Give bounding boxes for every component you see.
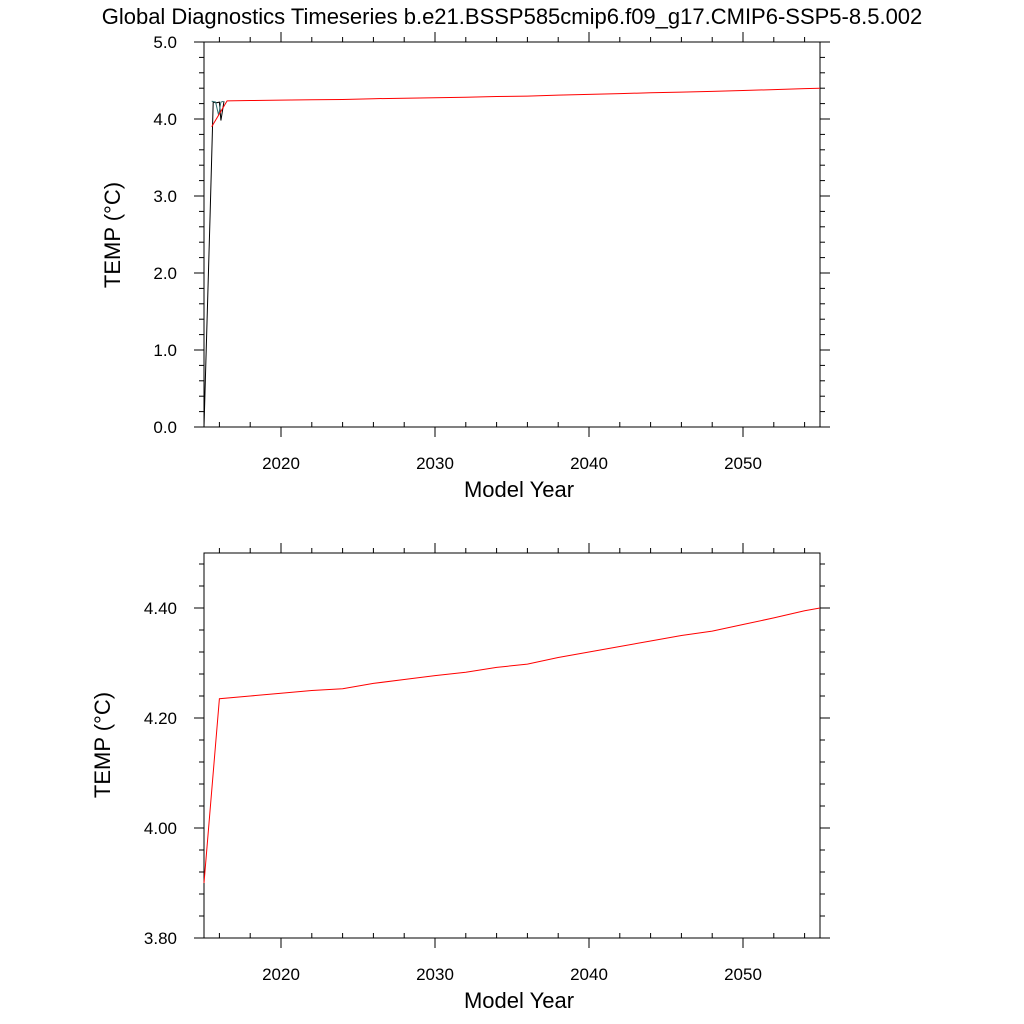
x-tick-label: 2050 (724, 965, 762, 984)
y-tick-label: 4.40 (144, 599, 177, 618)
x-axis-label: Model Year (464, 988, 574, 1013)
y-axis-label: TEMP (°C) (90, 692, 115, 798)
x-tick-label: 2050 (724, 454, 762, 473)
series-line (203, 607, 821, 884)
series-line (211, 87, 821, 127)
y-tick-label: 4.00 (144, 819, 177, 838)
y-tick-label: 1.0 (153, 341, 177, 360)
x-axis-label: Model Year (464, 477, 574, 502)
plot-frame (203, 41, 821, 428)
y-tick-label: 4.20 (144, 709, 177, 728)
y-tick-label: 2.0 (153, 264, 177, 283)
top-panel: 2020 2030 2040 2050 0.0 1.0 2.0 3.0 4.0 5.0 Model … (100, 32, 830, 502)
x-tick-label: 2040 (570, 965, 608, 984)
y-tick-label: 3.80 (144, 929, 177, 948)
series-line (203, 101, 225, 428)
y-tick-label: 3.0 (153, 187, 177, 206)
y-axis-label: TEMP (°C) (100, 182, 125, 288)
x-tick-label: 2030 (416, 965, 454, 984)
y-tick-label: 5.0 (153, 33, 177, 52)
y-tick-label: 4.0 (153, 110, 177, 129)
figure-title: Global Diagnostics Timeseries b.e21.BSSP… (102, 4, 923, 29)
x-tick-label: 2020 (262, 454, 300, 473)
x-tick-label: 2040 (570, 454, 608, 473)
y-tick-label: 0.0 (153, 418, 177, 437)
plot-frame (203, 552, 821, 939)
x-tick-label: 2030 (416, 454, 454, 473)
bottom-panel: 2020 2030 2040 2050 3.80 4.00 4.20 4.40 Model Ye… (90, 543, 830, 1013)
x-tick-label: 2020 (262, 965, 300, 984)
